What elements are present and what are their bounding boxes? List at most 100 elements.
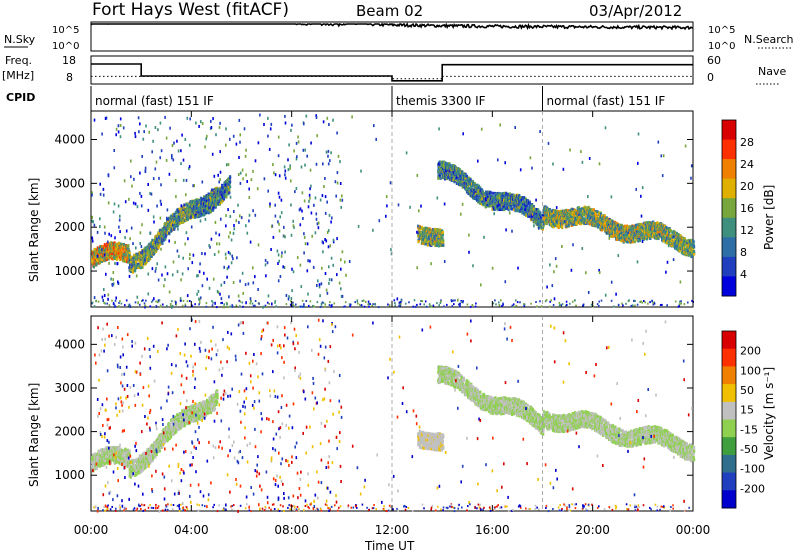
echo-cell bbox=[222, 197, 225, 201]
echo-cell bbox=[221, 198, 224, 202]
echo-cell bbox=[221, 183, 224, 187]
echo-cell bbox=[134, 259, 137, 263]
nave-label: Nave bbox=[758, 65, 786, 78]
echo-cell bbox=[205, 201, 208, 205]
echo-cell bbox=[187, 237, 189, 241]
echo-cell bbox=[163, 222, 167, 225]
echo-cell bbox=[423, 233, 426, 236]
echo-cell bbox=[128, 254, 131, 258]
echo-cell bbox=[439, 176, 442, 180]
echo-cell bbox=[163, 224, 166, 228]
echo-cell bbox=[179, 221, 182, 225]
echo-cell bbox=[162, 236, 165, 240]
echo-cell bbox=[212, 206, 215, 210]
echo-cell bbox=[105, 272, 107, 276]
echo-cell bbox=[116, 257, 119, 261]
plot-title: Fort Hays West (fitACF) bbox=[92, 0, 289, 20]
echo-cell bbox=[106, 242, 109, 246]
echo-cell bbox=[129, 262, 132, 266]
echo-cell bbox=[120, 256, 123, 260]
echo-cell bbox=[423, 228, 426, 232]
echo-cell bbox=[157, 246, 160, 250]
echo-cell bbox=[423, 226, 426, 230]
echo-cell bbox=[183, 206, 186, 210]
echo-cell bbox=[154, 237, 157, 241]
echo-cell bbox=[127, 247, 130, 251]
echo-cell bbox=[304, 148, 306, 152]
echo-cell bbox=[188, 206, 191, 209]
echo-cell bbox=[168, 231, 171, 235]
echo-cell bbox=[95, 263, 98, 267]
nave-trace bbox=[91, 75, 693, 80]
echo-cell bbox=[196, 204, 199, 208]
echo-cell bbox=[389, 181, 392, 185]
echo-cell bbox=[122, 259, 125, 263]
echo-cell bbox=[113, 241, 116, 245]
echo-cell bbox=[219, 198, 222, 202]
echo-cell bbox=[195, 215, 198, 219]
echo-cell bbox=[421, 241, 424, 245]
echo-cell bbox=[106, 249, 109, 253]
echo-cell bbox=[229, 185, 232, 189]
echo-cell bbox=[545, 222, 548, 225]
echo-cell bbox=[191, 212, 194, 216]
echo-cell bbox=[633, 240, 636, 244]
echo-cell bbox=[157, 244, 160, 248]
echo-cell bbox=[129, 265, 132, 269]
echo-cell bbox=[91, 257, 94, 261]
echo-cell bbox=[165, 228, 168, 231]
echo-cell bbox=[186, 217, 190, 221]
echo-cell bbox=[118, 241, 121, 245]
echo-cell bbox=[164, 235, 167, 239]
echo-cell bbox=[150, 255, 153, 258]
echo-cell bbox=[205, 194, 208, 197]
echo-cell bbox=[199, 206, 202, 210]
echo-cell bbox=[189, 209, 192, 213]
echo-cell bbox=[122, 242, 125, 246]
echo-cell bbox=[418, 229, 421, 232]
echo-cell bbox=[164, 237, 167, 241]
echo-cell bbox=[118, 252, 121, 255]
echo-cell bbox=[116, 248, 119, 251]
echo-cell bbox=[422, 237, 425, 241]
date-label: 03/Apr/2012 bbox=[589, 2, 682, 20]
echo-cell bbox=[209, 210, 212, 214]
echo-cell bbox=[145, 260, 149, 264]
echo-cell bbox=[214, 204, 217, 208]
echo-cell bbox=[118, 244, 121, 248]
nsky-panel: N.Sky 10^5 10^0 10^5 10^0 N.Search bbox=[4, 21, 794, 52]
echo-cell bbox=[693, 250, 696, 254]
echo-cell bbox=[178, 207, 181, 211]
echo-cell bbox=[119, 258, 122, 262]
echo-cell bbox=[156, 238, 159, 242]
echo-cell bbox=[135, 260, 138, 264]
echo-cell bbox=[417, 224, 420, 228]
cpid-row: CPID normal (fast) 151 IF themis 3300 IF n… bbox=[6, 86, 665, 111]
echo-cell bbox=[92, 260, 95, 264]
echo-cell bbox=[93, 247, 97, 251]
echo-cell bbox=[140, 263, 143, 267]
echo-cell bbox=[93, 252, 96, 256]
freq-tick-top: 18 bbox=[62, 54, 76, 67]
echo-cell bbox=[204, 204, 207, 208]
echo-cell bbox=[100, 259, 103, 263]
echo-cell bbox=[170, 214, 173, 218]
echo-cell bbox=[221, 187, 224, 191]
echo-cell bbox=[100, 257, 103, 261]
echo-cell bbox=[103, 243, 106, 247]
echo-cell bbox=[218, 193, 221, 197]
echo-cell bbox=[229, 180, 232, 184]
echo-cell bbox=[152, 241, 155, 245]
echo-cell bbox=[209, 196, 212, 200]
echo-cell bbox=[115, 255, 118, 259]
freq-label-line2: [MHz] bbox=[2, 69, 34, 82]
freq-panel: Freq. [MHz] 18 8 60 0 Nave bbox=[2, 54, 786, 85]
echo-cell bbox=[97, 252, 100, 256]
echo-cell bbox=[176, 223, 179, 227]
echo-cell bbox=[417, 240, 420, 244]
echo-cell bbox=[210, 193, 214, 196]
echo-cell bbox=[597, 225, 600, 229]
echo-cell bbox=[173, 218, 176, 221]
